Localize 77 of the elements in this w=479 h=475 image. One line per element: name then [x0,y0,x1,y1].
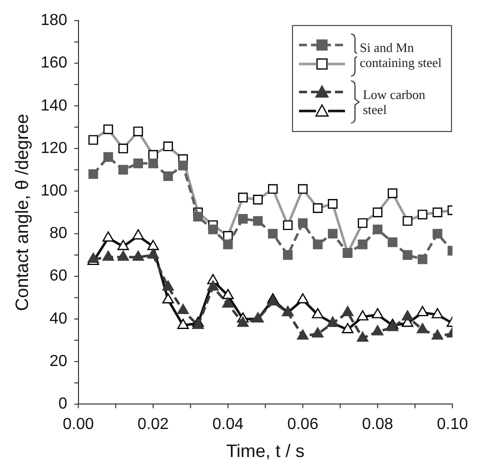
y-tick-label: 40 [50,310,68,328]
y-tick-label: 20 [50,352,68,370]
point [328,228,338,239]
point [117,250,129,261]
point [296,329,309,340]
point [103,152,114,162]
y-tick-label: 180 [40,12,68,30]
point [298,218,308,228]
point [432,228,442,239]
point [102,231,114,242]
point [132,250,144,261]
point [88,169,98,179]
y-tick-label: 160 [40,54,68,72]
point [268,228,278,239]
point [177,304,189,314]
y-tick-label: 80 [50,225,68,242]
point [372,224,382,234]
point [432,329,444,340]
point [177,318,189,329]
point [148,158,158,168]
point [118,164,128,175]
y-tick-label: 60 [50,268,68,285]
point [402,310,414,320]
point [312,327,324,338]
point [222,288,234,300]
annotation: Si and Mn containing steel [360,40,443,70]
point [102,250,114,261]
x-axis-title: Time, t / s [226,441,305,462]
point [356,332,368,342]
y-tick-label: 0 [58,396,68,413]
x-tick-label: 0.04 [212,416,244,434]
annotation: Low carbon steel [362,86,426,117]
point [312,240,323,250]
point [132,229,144,240]
x-tick-label: 0.08 [362,416,394,434]
point [207,280,219,291]
point [432,308,444,318]
y-tick-label: 100 [40,182,68,200]
x-tick-label: 0.06 [287,416,318,434]
point [147,248,159,259]
point [117,240,129,250]
point [386,320,398,332]
point [267,295,279,306]
point [163,171,173,182]
point [402,250,412,260]
point [208,224,218,234]
point [388,237,398,248]
point [193,212,203,222]
x-tick-label: 0.00 [62,416,94,434]
point [296,293,309,304]
point [87,252,100,263]
x-tick-label: 0.02 [138,416,169,434]
point [223,240,233,250]
point [222,297,234,308]
point [282,250,293,260]
point [372,308,384,318]
point [178,160,188,170]
point [358,240,368,250]
point [147,240,159,250]
y-axis-title: Contact angle, θ /degree [12,114,32,311]
y-tick-label: 120 [40,140,68,157]
point [342,323,354,334]
point [416,306,428,316]
point [418,254,428,264]
x-tick-label: 0.10 [436,416,468,434]
point [238,214,248,224]
point [372,325,384,336]
point [356,310,368,320]
y-tick-label: 140 [40,97,68,114]
point [162,280,174,291]
point [416,323,428,334]
point [162,293,174,304]
point [133,158,143,168]
point [342,306,354,316]
point [312,308,324,318]
point [253,216,263,226]
point [237,316,249,327]
